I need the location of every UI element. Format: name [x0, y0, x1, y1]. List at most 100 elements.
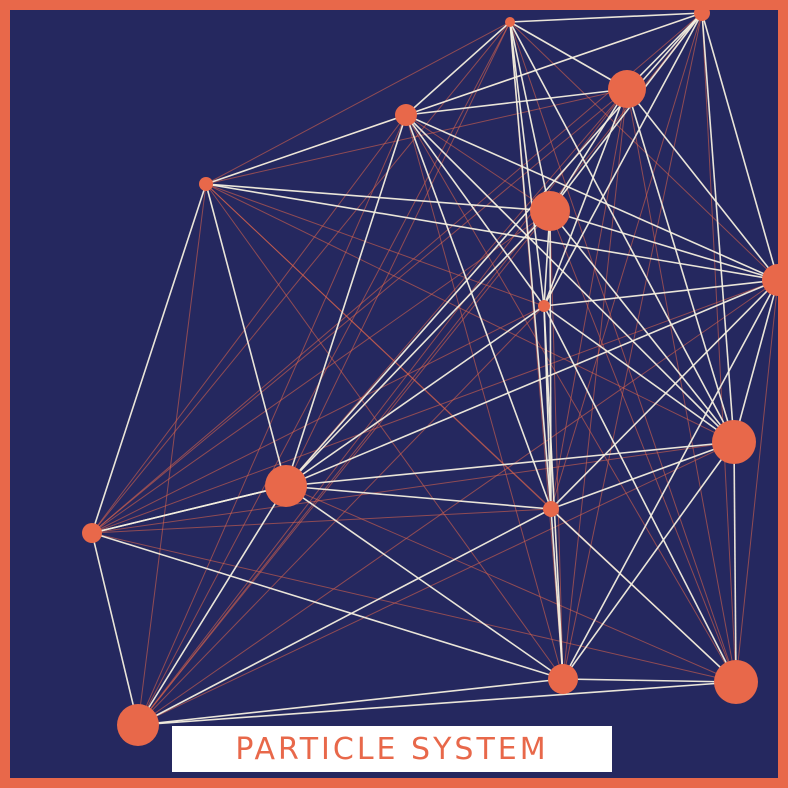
secondary-link — [91, 21, 511, 534]
secondary-link — [137, 183, 207, 726]
secondary-link — [405, 114, 564, 680]
secondary-link — [735, 279, 778, 683]
particle-node — [714, 660, 758, 704]
primary-link — [543, 305, 564, 680]
primary-link — [550, 441, 735, 510]
primary-link — [285, 210, 551, 487]
secondary-link — [562, 12, 703, 680]
primary-link — [285, 441, 735, 487]
primary-link — [509, 21, 628, 90]
primary-link — [205, 114, 407, 185]
primary-link — [137, 508, 552, 726]
particle-node — [694, 10, 710, 21]
secondary-link — [285, 21, 511, 487]
primary-link — [205, 183, 287, 487]
primary-link — [405, 88, 628, 116]
secondary-link — [91, 114, 407, 534]
secondary-link — [550, 88, 628, 510]
primary-link — [509, 12, 703, 23]
particle-node — [117, 704, 159, 746]
secondary-link — [509, 21, 737, 683]
secondary-link — [91, 210, 551, 534]
secondary-link — [91, 441, 735, 534]
primary-link — [549, 210, 735, 443]
secondary-link — [205, 21, 511, 185]
page-title: PARTICLE SYSTEM — [235, 731, 549, 767]
primary-link — [405, 114, 735, 443]
primary-link — [562, 678, 737, 683]
primary-link — [509, 21, 551, 212]
primary-link — [549, 88, 628, 212]
secondary-link — [701, 12, 737, 683]
secondary-link — [91, 508, 552, 534]
primary-link — [550, 508, 564, 680]
primary-link — [701, 12, 778, 281]
particle-node — [82, 523, 102, 543]
primary-link — [285, 485, 552, 510]
primary-link — [205, 183, 778, 281]
title-plate: PARTICLE SYSTEM — [172, 726, 612, 772]
primary-link — [626, 88, 735, 443]
primary-link — [509, 21, 552, 510]
secondary-link — [549, 210, 564, 680]
primary-link — [137, 485, 287, 726]
secondary-link — [137, 12, 703, 726]
particle-node — [505, 17, 515, 27]
secondary-link — [549, 210, 737, 683]
secondary-link — [405, 114, 551, 212]
particle-node — [265, 465, 307, 507]
particle-node — [530, 191, 570, 231]
primary-link — [549, 12, 703, 212]
secondary-link — [626, 88, 737, 683]
particle-node — [762, 264, 778, 296]
secondary-link — [91, 279, 778, 534]
secondary-link — [205, 183, 564, 680]
primary-link — [285, 279, 778, 487]
primary-link — [285, 114, 407, 487]
secondary-link — [91, 12, 703, 534]
secondary-link — [205, 183, 545, 307]
secondary-link — [137, 305, 545, 726]
primary-link — [405, 114, 552, 510]
primary-link — [733, 279, 778, 443]
secondary-link — [91, 88, 628, 534]
primary-link — [550, 279, 778, 510]
primary-link — [91, 532, 139, 726]
secondary-link — [550, 12, 703, 510]
particle-node — [543, 501, 559, 517]
secondary-link — [205, 88, 628, 185]
primary-link — [137, 678, 564, 726]
primary-link — [91, 183, 207, 534]
primary-link — [405, 114, 545, 307]
particle-node — [608, 70, 646, 108]
secondary-link — [405, 114, 737, 683]
secondary-link — [137, 441, 735, 726]
particle-node — [548, 664, 578, 694]
primary-link — [405, 21, 511, 116]
secondary-link — [137, 21, 511, 726]
primary-link — [137, 681, 737, 726]
primary-link — [405, 114, 778, 281]
primary-link — [626, 88, 778, 281]
primary-link — [543, 305, 737, 683]
primary-link — [205, 183, 551, 212]
primary-link — [550, 508, 737, 683]
primary-link — [701, 12, 735, 443]
particle-node — [199, 177, 213, 191]
particle-node — [395, 104, 417, 126]
secondary-link — [205, 183, 735, 443]
secondary-link — [562, 88, 628, 680]
secondary-link — [285, 485, 737, 683]
particle-network — [82, 10, 778, 746]
particle-node — [538, 300, 550, 312]
primary-link — [285, 305, 545, 487]
particle-node — [712, 420, 756, 464]
primary-link — [285, 485, 564, 680]
primary-link — [562, 441, 735, 680]
secondary-link — [137, 114, 407, 726]
secondary-link — [509, 21, 778, 281]
primary-link — [91, 485, 287, 534]
primary-link — [543, 305, 735, 443]
secondary-link — [285, 88, 628, 487]
